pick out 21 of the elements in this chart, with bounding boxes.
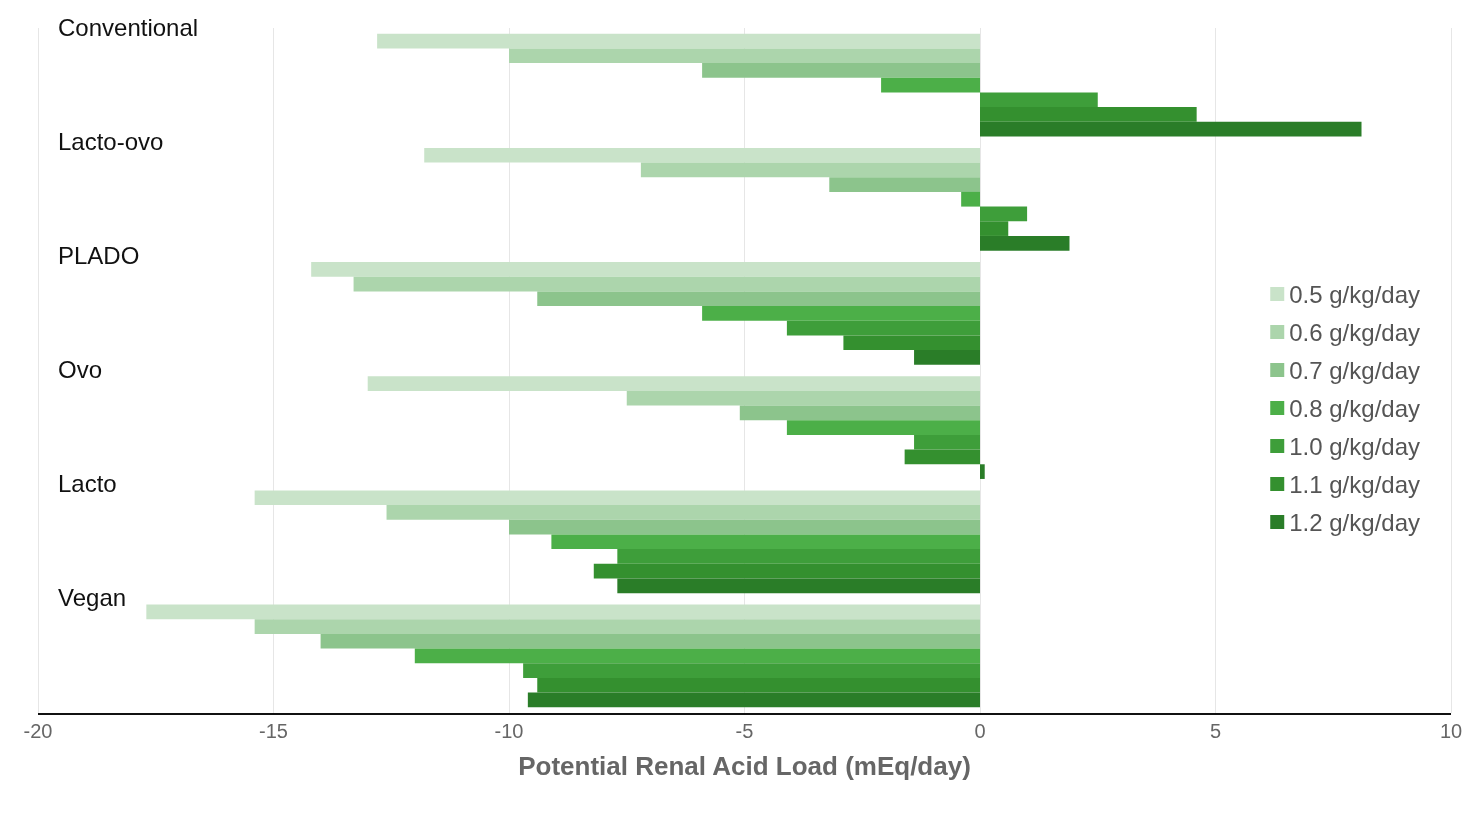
x-tick-label: -5: [735, 720, 754, 742]
x-tick-label: -15: [259, 720, 288, 742]
y-tick-label: Vegan: [58, 584, 127, 612]
y-tick-label: Lacto: [58, 470, 117, 498]
legend-label: 1.1 g/kg/day: [1289, 470, 1421, 498]
legend-label: 0.8 g/kg/day: [1289, 394, 1421, 422]
x-tick-label: -10: [494, 720, 524, 742]
y-tick-label: Ovo: [58, 356, 103, 384]
x-tick-label: 5: [1209, 720, 1222, 742]
legend-label: 1.0 g/kg/day: [1289, 432, 1421, 460]
y-tick-label: PLADO: [58, 241, 140, 269]
legend-label: 0.5 g/kg/day: [1289, 280, 1421, 308]
legend-label: 0.7 g/kg/day: [1289, 356, 1421, 384]
x-tick-label: 10: [1439, 720, 1463, 742]
y-tick-label: Lacto-ovo: [58, 127, 164, 155]
x-axis-title: Potential Renal Acid Load (mEq/day): [518, 751, 971, 781]
legend-label: 0.6 g/kg/day: [1289, 318, 1421, 346]
x-tick-label: 0: [974, 720, 986, 742]
legend-label: 1.2 g/kg/day: [1289, 508, 1421, 536]
x-tick-label: -20: [23, 720, 53, 742]
y-tick-label: Conventional: [58, 13, 199, 41]
